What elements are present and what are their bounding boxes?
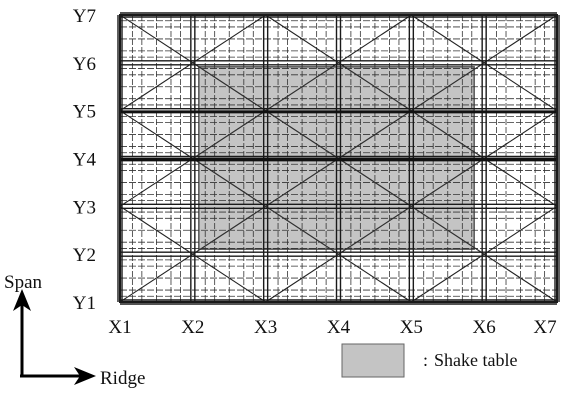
x-axis-label: X6 <box>473 317 496 338</box>
span-label: Span <box>4 272 43 293</box>
y-axis-label: Y6 <box>73 54 96 75</box>
brace-diagonal-secondary <box>192 158 339 255</box>
scaffold-fine-grid <box>120 15 557 302</box>
main-grid-lines <box>117 12 560 305</box>
x-axis-label: X4 <box>327 317 351 338</box>
legend-separator: : <box>423 350 428 370</box>
y-axis-label: Y7 <box>73 6 96 27</box>
y-axis-label: Y4 <box>73 150 97 171</box>
x-axis-label: X7 <box>533 317 556 338</box>
x-axis-label: X5 <box>400 317 423 338</box>
outer-frame <box>119 14 558 303</box>
y-axis-label: Y5 <box>73 102 96 123</box>
x-axis-label: X2 <box>181 317 204 338</box>
ridge-label: Ridge <box>100 368 145 389</box>
x-axis-labels: X1 X2 X3 X4 X5 X6 X7 <box>108 317 556 338</box>
x-axis-label: X3 <box>254 317 277 338</box>
span-arrow-head <box>13 289 31 311</box>
legend-label: Shake table <box>434 350 517 370</box>
ridge-arrow-head <box>74 367 96 385</box>
y-axis-labels: Y1 Y2 Y3 Y4 Y5 Y6 Y7 <box>73 6 97 314</box>
legend: : Shake table <box>341 343 517 378</box>
y-axis-label: Y2 <box>73 245 96 266</box>
y-axis-label: Y3 <box>73 197 96 218</box>
brace-diagonal <box>411 14 558 112</box>
direction-indicator: Span Ridge <box>4 272 145 389</box>
brace-diagonal-secondary <box>338 158 485 255</box>
x-axis-label: X1 <box>108 317 131 338</box>
y-axis-label: Y1 <box>73 293 96 314</box>
shake-table-swatch <box>341 343 405 378</box>
